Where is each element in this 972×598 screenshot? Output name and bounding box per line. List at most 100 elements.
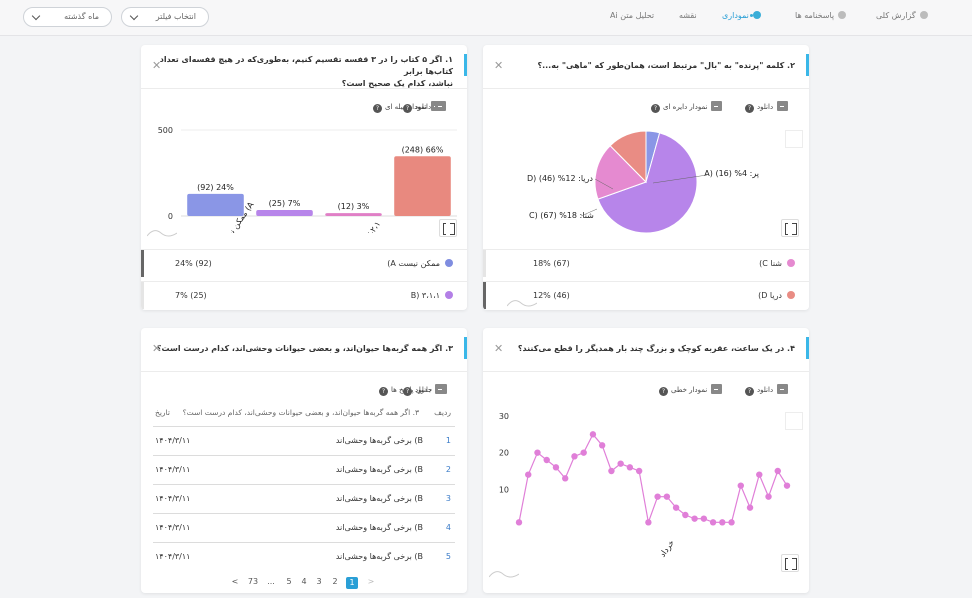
- download-button[interactable]: دانلود?: [403, 101, 447, 113]
- tab-overview[interactable]: گزارش کلی: [876, 11, 928, 25]
- legend-dot: [445, 259, 453, 267]
- close-icon[interactable]: ✕: [152, 59, 162, 72]
- slice-label: A) پر: 4% (16): [704, 169, 759, 178]
- data-point: [562, 475, 569, 482]
- data-point: [691, 515, 698, 522]
- legend-row: شنا C) 18% (67): [483, 249, 809, 277]
- tab-dot-icon: [752, 11, 761, 19]
- bar: [394, 156, 451, 216]
- fullscreen-icon[interactable]: [781, 554, 799, 572]
- download-icon: [777, 384, 789, 394]
- fullscreen-icon[interactable]: [439, 219, 457, 237]
- legend-row-marker: [141, 250, 144, 277]
- data-point: [617, 460, 624, 467]
- close-icon[interactable]: ✕: [494, 342, 504, 355]
- legend-value: 7% (25): [175, 291, 207, 300]
- data-point: [645, 519, 652, 526]
- data-point: [534, 449, 541, 456]
- y-tick-label: 10: [499, 485, 509, 494]
- help-icon[interactable]: ?: [651, 104, 660, 113]
- question-card-4: ۴. در یک ساعت، عقربه کوچک و بزرگ چند بار…: [483, 328, 809, 593]
- pager-prev[interactable]: <: [231, 577, 239, 586]
- card-header: ۱. اگر ۵ کتاب را در ۳ قفسه تقسیم کنیم، ب…: [141, 45, 467, 89]
- card-accent: [464, 337, 467, 359]
- pie-slice: [594, 145, 647, 200]
- filter-select[interactable]: انتخاب فیلتر: [121, 7, 209, 27]
- table-row: 2 B) برخی گربه‌ها وحشی‌اند ۱۴۰۴/۳/۱۱: [153, 455, 455, 484]
- pager-page[interactable]: 3: [316, 577, 322, 586]
- pie-slice: [597, 132, 698, 234]
- slice-leader: [652, 174, 708, 184]
- help-icon[interactable]: ?: [745, 387, 754, 396]
- period-select[interactable]: ماه گذشته: [23, 7, 112, 27]
- chevron-down-icon: [31, 11, 41, 21]
- chart-icon: [711, 101, 723, 111]
- legend-label: دریا D): [758, 291, 795, 300]
- table-row: 3 B) برخی گربه‌ها وحشی‌اند ۱۴۰۴/۳/۱۱: [153, 484, 455, 513]
- watermark-icon: [506, 297, 538, 307]
- pager-next[interactable]: >: [367, 577, 375, 586]
- y-tick-label: 0: [168, 212, 173, 221]
- download-button[interactable]: دانلود?: [403, 384, 447, 396]
- question-card-3: ۳. اگر همه گربه‌ها حیوان‌اند، و بعضی حیو…: [141, 328, 467, 593]
- help-icon[interactable]: ?: [403, 104, 412, 113]
- data-point: [654, 493, 661, 500]
- legend-row: B) ۳،۱،۱ 7% (25): [141, 281, 467, 309]
- data-point: [746, 504, 754, 511]
- table-row: 1 B) برخی گربه‌ها وحشی‌اند ۱۴۰۴/۳/۱۱: [153, 426, 455, 455]
- pager-page[interactable]: 2: [332, 577, 338, 586]
- tab-dot-icon: [919, 11, 928, 19]
- pager-ellipsis: ...: [267, 577, 275, 586]
- question-card-2: ۲. کلمه "پرنده" به "بال" مرتبط است، همان…: [483, 45, 809, 310]
- bar-data-label: (25) 7%: [269, 199, 301, 208]
- download-icon: [777, 101, 789, 111]
- help-icon[interactable]: ?: [373, 104, 382, 113]
- help-icon[interactable]: ?: [659, 387, 668, 396]
- data-point: [571, 453, 578, 460]
- card-header: ۴. در یک ساعت، عقربه کوچک و بزرگ چند بار…: [483, 328, 809, 372]
- legend-value: 12% (46): [533, 291, 570, 300]
- tab-responses[interactable]: پاسخنامه ها: [795, 11, 847, 25]
- bar-data-label: (248) 66%: [402, 145, 444, 154]
- data-point: [552, 464, 560, 471]
- pager-current-page[interactable]: 1: [346, 577, 358, 589]
- help-icon[interactable]: ?: [379, 387, 388, 396]
- card-accent: [464, 54, 467, 76]
- column-header-date: تاریخ: [155, 408, 170, 417]
- chart-type-toggle[interactable]: نمودار خطی?: [659, 384, 723, 396]
- data-point: [728, 519, 735, 526]
- column-header-question: ۳. اگر همه گربه‌ها حیوان‌اند، و بعضی حیو…: [182, 408, 419, 417]
- y-tick-label: 30: [499, 412, 509, 421]
- fullscreen-icon[interactable]: [781, 219, 799, 237]
- chart-type-toggle[interactable]: نمودار دایره ای?: [651, 101, 723, 113]
- tab-ai-text-analysis[interactable]: تحلیل متن Ai: [610, 11, 655, 20]
- slice-leader: [594, 178, 614, 190]
- legend-row-marker: [483, 250, 486, 277]
- data-point: [756, 471, 763, 478]
- legend-row-marker: [483, 282, 486, 309]
- data-point: [737, 482, 744, 489]
- help-icon[interactable]: ?: [403, 387, 412, 396]
- pager-page[interactable]: 4: [301, 577, 307, 586]
- pager-page[interactable]: 73: [247, 577, 259, 586]
- data-point: [700, 515, 708, 522]
- table-row: 5 B) برخی گربه‌ها وحشی‌اند ۱۴۰۴/۳/۱۱: [153, 542, 455, 571]
- legend-label: B) ۳،۱،۱: [411, 291, 453, 300]
- column-header-row: ردیف: [434, 408, 451, 417]
- download-button[interactable]: دانلود?: [745, 384, 789, 396]
- data-point: [635, 467, 643, 475]
- chart-icon: [711, 384, 723, 394]
- bar: [325, 213, 382, 216]
- question-title: ۳. اگر همه گربه‌ها حیوان‌اند، و بعضی حیو…: [156, 344, 453, 353]
- data-point: [682, 511, 689, 519]
- download-button[interactable]: دانلود?: [745, 101, 789, 113]
- card-header: ۳. اگر همه گربه‌ها حیوان‌اند، و بعضی حیو…: [141, 328, 467, 372]
- pager-page[interactable]: 5: [286, 577, 292, 586]
- close-icon[interactable]: ✕: [152, 342, 162, 355]
- tab-charts[interactable]: نموداری: [722, 11, 761, 25]
- close-icon[interactable]: ✕: [494, 59, 504, 72]
- data-point: [672, 504, 680, 511]
- help-icon[interactable]: ?: [745, 104, 754, 113]
- tab-map[interactable]: نقشه: [679, 11, 697, 20]
- line-chart: 10 20 30 خرداد: [499, 412, 791, 559]
